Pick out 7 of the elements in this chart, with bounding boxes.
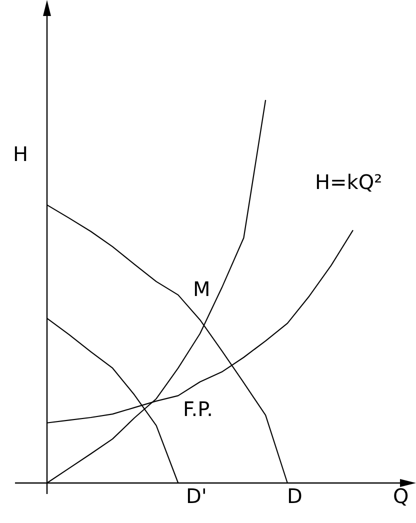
annotation: H=kQ² <box>315 170 382 194</box>
x-axis-title: Q <box>393 484 409 508</box>
annotation: M <box>193 277 210 301</box>
text: D' <box>186 484 207 508</box>
text: D <box>287 484 302 508</box>
y-axis-title: H <box>13 142 28 166</box>
annotation: F.P. <box>183 397 213 421</box>
